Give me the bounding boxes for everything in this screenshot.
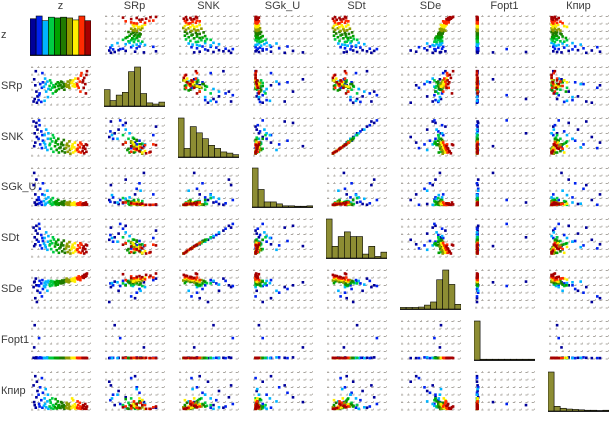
scatter-SDe-vs-SGk_U bbox=[252, 267, 313, 311]
scatter-SGk_U-vs-z bbox=[30, 165, 91, 209]
scatter-SDe-vs-SRp bbox=[104, 267, 165, 311]
scatter-SDe-vs-z bbox=[30, 267, 91, 311]
scatter-Fopt1-vs-SGk_U bbox=[252, 318, 313, 362]
scatter-Fopt1-vs-SDe bbox=[400, 318, 461, 362]
scatter-SNK-vs-SGk_U bbox=[252, 115, 313, 159]
row-label-sgk-u: SGk_U bbox=[1, 181, 37, 193]
scatter-SNK-vs-Fopt1 bbox=[474, 115, 535, 159]
scatter-SGk_U-vs-SDt bbox=[326, 165, 387, 209]
colorbar-histogram-z bbox=[30, 13, 91, 57]
scatter-SRp-vs-Кпир bbox=[548, 64, 609, 108]
scatter-SDe-vs-Кпир bbox=[548, 267, 609, 311]
scatter-SDt-vs-SGk_U bbox=[252, 216, 313, 260]
row-label-z: z bbox=[1, 29, 7, 41]
scatter-SRp-vs-z bbox=[30, 64, 91, 108]
column-header-sdt: SDt bbox=[347, 0, 366, 12]
scatter-SRp-vs-SDe bbox=[400, 64, 461, 108]
scatter-Кпир-vs-SGk_U bbox=[252, 369, 313, 413]
histogram-SDt bbox=[326, 216, 387, 260]
scatter-z-vs-SGk_U bbox=[252, 13, 313, 57]
scatter-Кпир-vs-SRp bbox=[104, 369, 165, 413]
histogram-Fopt1 bbox=[474, 318, 535, 362]
scatter-SGk_U-vs-Fopt1 bbox=[474, 165, 535, 209]
row-label-fopt1: Fopt1 bbox=[1, 334, 30, 346]
scatter-SRp-vs-SGk_U bbox=[252, 64, 313, 108]
scatter-SNK-vs-Кпир bbox=[548, 115, 609, 159]
scatter-SDt-vs-SNK bbox=[178, 216, 239, 260]
scatter-z-vs-Fopt1 bbox=[474, 13, 535, 57]
histogram-Кпир bbox=[548, 369, 609, 413]
scatter-z-vs-SDt bbox=[326, 13, 387, 57]
scatter-SDt-vs-Fopt1 bbox=[474, 216, 535, 260]
scatter-SGk_U-vs-SNK bbox=[178, 165, 239, 209]
scatter-Fopt1-vs-SRp bbox=[104, 318, 165, 362]
column-header-srp: SRp bbox=[123, 0, 146, 12]
column-header-z: z bbox=[57, 0, 64, 12]
histogram-SRp bbox=[104, 64, 165, 108]
histogram-SGk_U bbox=[252, 165, 313, 209]
row-label-sdt: SDt bbox=[1, 232, 20, 244]
scatter-z-vs-SRp bbox=[104, 13, 165, 57]
scatter-Fopt1-vs-SNK bbox=[178, 318, 239, 362]
scatter-Fopt1-vs-Кпир bbox=[548, 318, 609, 362]
row-label-sde: SDe bbox=[1, 283, 23, 295]
scatter-Кпир-vs-SDt bbox=[326, 369, 387, 413]
scatter-SGk_U-vs-SRp bbox=[104, 165, 165, 209]
scatter-SDe-vs-SNK bbox=[178, 267, 239, 311]
scatter-SDt-vs-SRp bbox=[104, 216, 165, 260]
scatter-Кпир-vs-SNK bbox=[178, 369, 239, 413]
row-label-snk: SNK bbox=[1, 131, 24, 143]
scatter-SDt-vs-SDe bbox=[400, 216, 461, 260]
scatter-SGk_U-vs-Кпир bbox=[548, 165, 609, 209]
column-header-snk: SNK bbox=[197, 0, 220, 12]
row-label-srp: SRp bbox=[1, 80, 23, 92]
column-header-sde: SDe bbox=[419, 0, 442, 12]
scatter-Fopt1-vs-SDt bbox=[326, 318, 387, 362]
histogram-SDe bbox=[400, 267, 461, 311]
column-header-sgk-u: SGk_U bbox=[264, 0, 301, 12]
scatter-Fopt1-vs-z bbox=[30, 318, 91, 362]
scatter-SDe-vs-SDt bbox=[326, 267, 387, 311]
scatter-SRp-vs-Fopt1 bbox=[474, 64, 535, 108]
scatter-z-vs-SNK bbox=[178, 13, 239, 57]
column-header-kpir: Кпир bbox=[566, 0, 591, 12]
scatter-SGk_U-vs-SDe bbox=[400, 165, 461, 209]
scatter-SNK-vs-SDe bbox=[400, 115, 461, 159]
scatter-Кпир-vs-SDe bbox=[400, 369, 461, 413]
scatter-SNK-vs-z bbox=[30, 115, 91, 159]
histogram-SNK bbox=[178, 115, 239, 159]
column-header-fopt1: Fopt1 bbox=[490, 0, 519, 12]
scatter-z-vs-Кпир bbox=[548, 13, 609, 57]
scatter-SNK-vs-SDt bbox=[326, 115, 387, 159]
scatter-SNK-vs-SRp bbox=[104, 115, 165, 159]
scatter-SDt-vs-z bbox=[30, 216, 91, 260]
scatter-z-vs-SDe bbox=[400, 13, 461, 57]
scatter-Кпир-vs-z bbox=[30, 369, 91, 413]
scatter-Кпир-vs-Fopt1 bbox=[474, 369, 535, 413]
scatter-SRp-vs-SDt bbox=[326, 64, 387, 108]
row-label-kpir: Кпир bbox=[1, 385, 26, 397]
scatter-SDe-vs-Fopt1 bbox=[474, 267, 535, 311]
scatter-SDt-vs-Кпир bbox=[548, 216, 609, 260]
scatter-SRp-vs-SNK bbox=[178, 64, 239, 108]
